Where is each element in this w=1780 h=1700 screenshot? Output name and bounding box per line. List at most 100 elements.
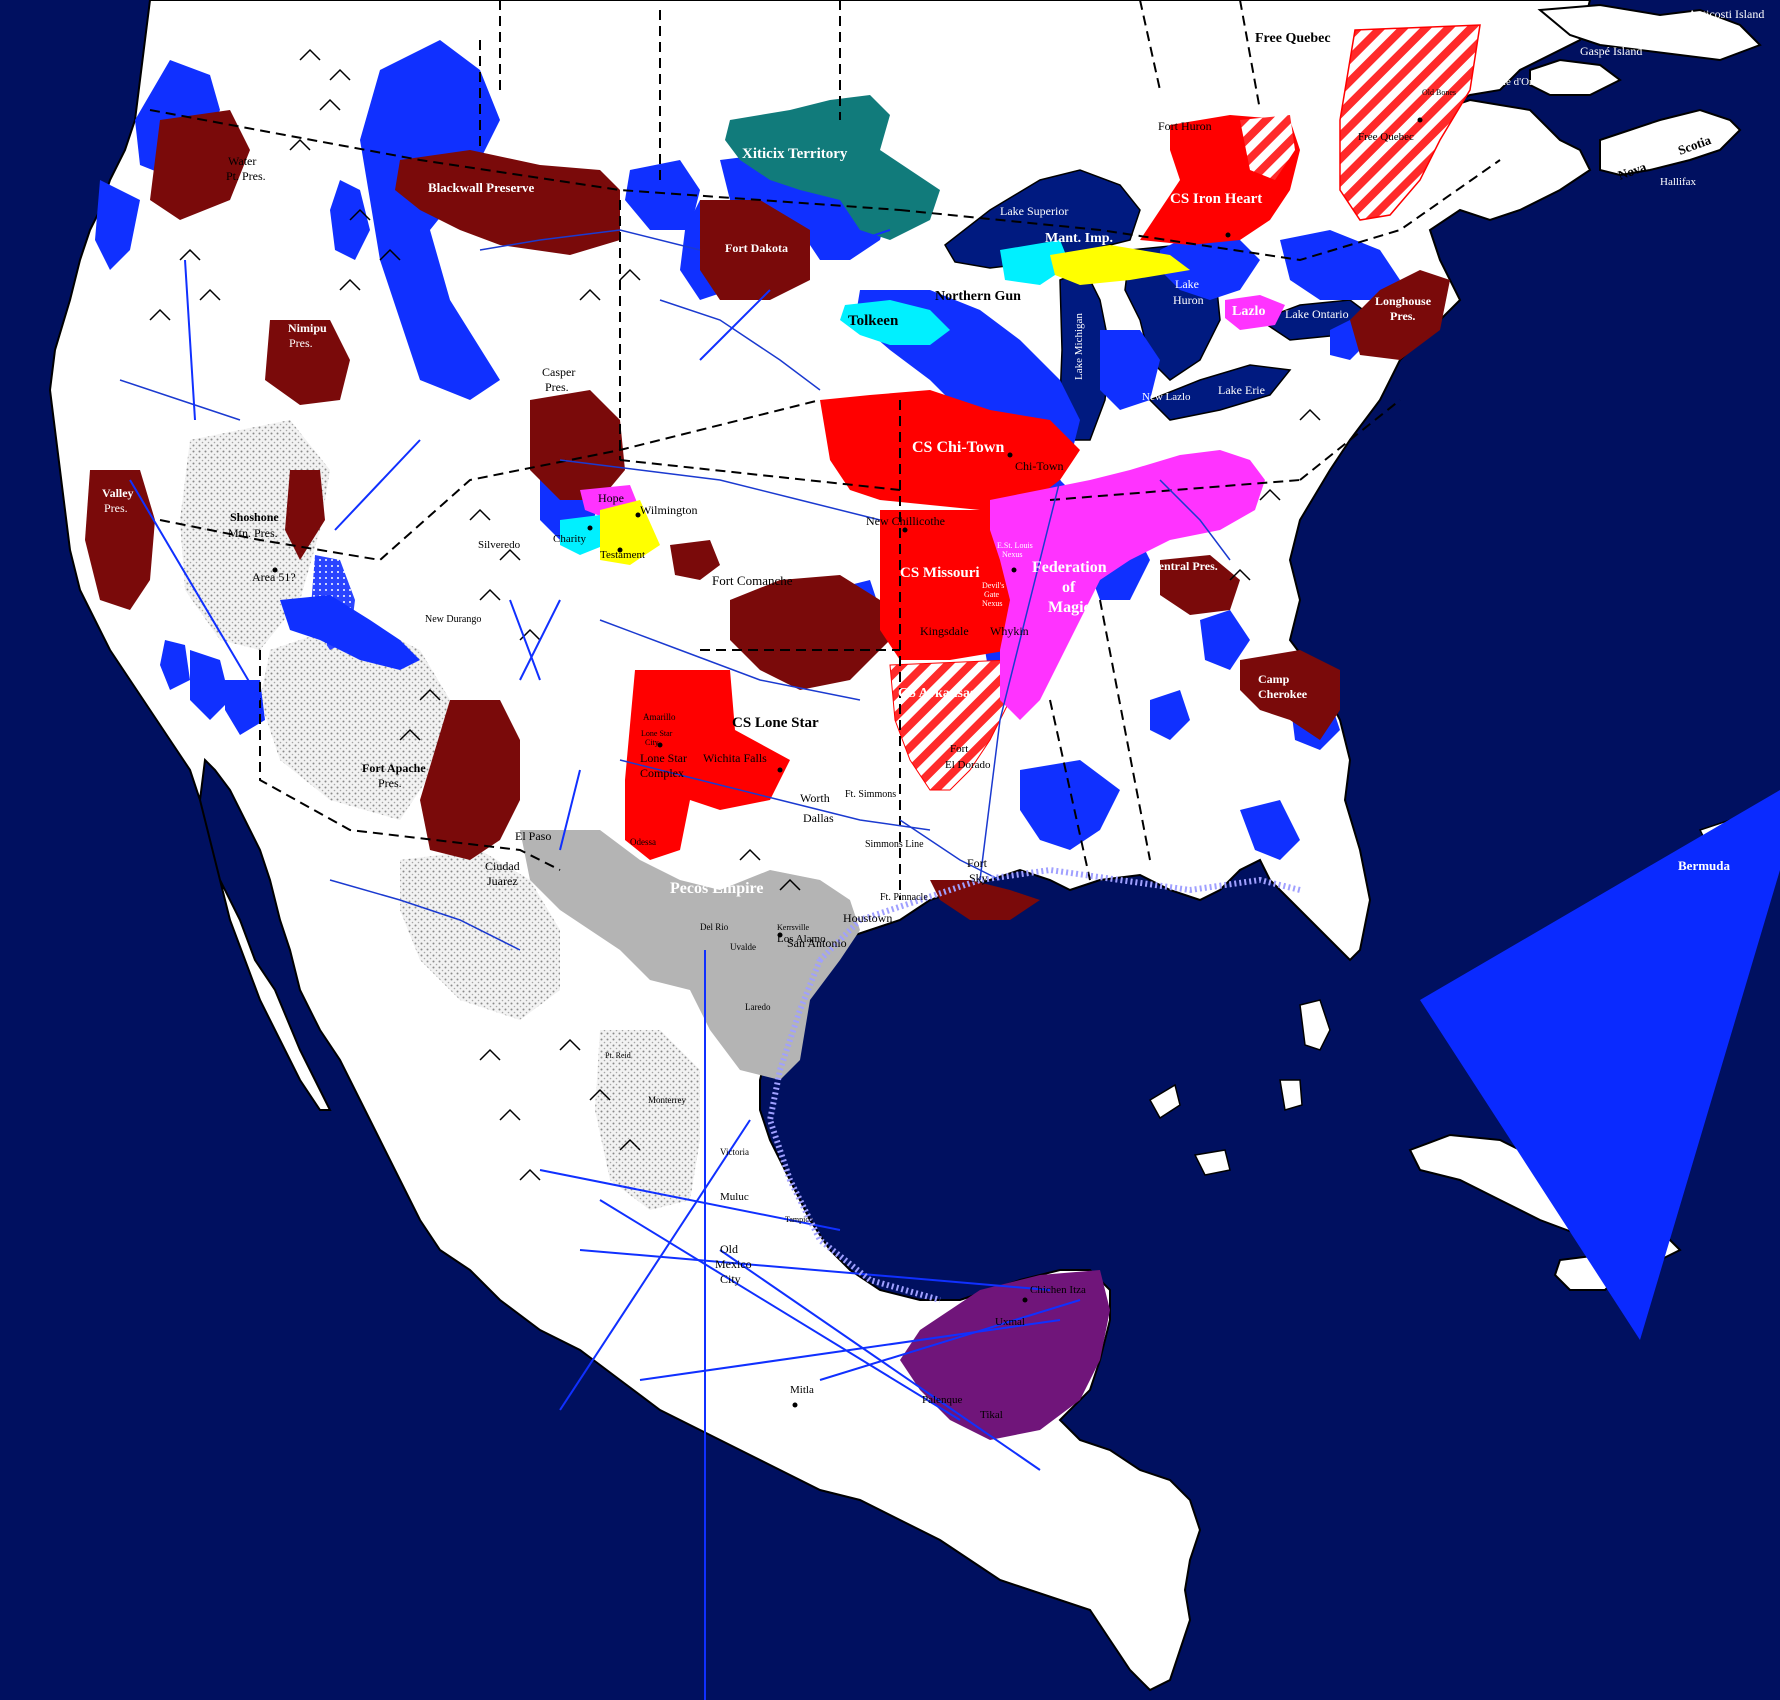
lake-michigan [1059, 269, 1111, 441]
label-camp-cherokee-1: Camp [1258, 672, 1290, 686]
label-cs-iron-heart: CS Iron Heart [1170, 191, 1262, 207]
city-markers [272, 117, 1423, 1408]
label-victoria: Victoria [720, 1147, 749, 1157]
label-lake-huron-1: Lake [1175, 277, 1199, 291]
mountain-ranges [149, 48, 1321, 1181]
label-federation-3: Magic [1048, 599, 1091, 616]
label-chi-town: Chi-Town [1015, 459, 1064, 473]
label-fort-comanche: Fort Comanche [712, 573, 793, 588]
label-nimipu-2: Pres. [289, 336, 313, 350]
label-camp-cherokee-2: Cherokee [1258, 687, 1308, 701]
label-el-paso: El Paso [515, 829, 551, 843]
label-amarillo: Amarillo [643, 712, 676, 722]
label-old-mexico-3: City [720, 1272, 741, 1286]
label-old-bones: Old Bones [1422, 88, 1456, 97]
label-lake-huron-2: Huron [1173, 293, 1204, 307]
political-borders [149, 0, 1501, 900]
label-laredo: Laredo [745, 1002, 771, 1012]
label-longhouse-2: Pres. [1390, 309, 1415, 323]
label-shoshone-1: Shoshone [230, 510, 279, 524]
label-mitla: Mitla [790, 1384, 814, 1396]
label-lone-star-complex-2: Complex [640, 766, 684, 780]
label-cs-lone-star: CS Lone Star [732, 715, 819, 731]
desert-mexico-central [595, 1030, 700, 1210]
gaspe-island-shape [1529, 58, 1622, 96]
label-kerrsville: Kerrsville [777, 923, 809, 932]
label-federation-1: Federation [1032, 559, 1107, 576]
label-fort-huron: Fort Huron [1158, 119, 1212, 133]
label-del-rio: Del Rio [700, 922, 729, 932]
label-fort-el-dorado-1: Fort [950, 743, 968, 755]
label-central-pres: Central Pres. [1150, 559, 1218, 573]
label-muluc: Muluc [720, 1191, 749, 1203]
label-mant-imp: Mant. Imp. [1045, 231, 1113, 246]
label-lazlo: Lazlo [1232, 304, 1265, 319]
label-ciudad-juarez-2: Juarez [487, 874, 518, 888]
bahamas-4 [1148, 1083, 1181, 1120]
label-lake-erie: Lake Erie [1218, 383, 1265, 397]
label-pt-reid: Pt. Reid [605, 1051, 631, 1060]
label-bermuda: Bermuda [1678, 858, 1731, 873]
label-lone-star-complex-1: Lone Star [640, 751, 687, 765]
label-los-alamo: Los Alamo [777, 933, 826, 945]
label-nimipu-1: Nimipu [288, 321, 327, 335]
label-fort-apache-2: Pres. [378, 776, 402, 790]
label-houstown: Houstown [843, 911, 892, 925]
label-ft-pinnacle: Ft. Pinnacle [880, 892, 928, 903]
testament-zone [600, 500, 660, 565]
label-tampico: Tampico [785, 1215, 813, 1224]
label-san-antonio: San Antonio [787, 936, 847, 950]
label-cs-arkansas: CS Arkansas [898, 686, 976, 701]
label-casper-2: Pres. [545, 380, 569, 394]
label-kingsdale: Kingsdale [920, 624, 969, 638]
pecos-empire-territory [520, 830, 860, 1080]
label-testament: Testament [600, 549, 645, 561]
tolkeen-zone [840, 300, 950, 345]
label-lone-star-city-2: City [645, 738, 659, 747]
label-dallas: Dallas [803, 811, 834, 825]
label-federation-2: of [1062, 579, 1076, 596]
label-valley-1: Valley [102, 486, 134, 500]
label-monterrey: Monterrey [648, 1095, 686, 1105]
gulf-shoreline [766, 866, 1301, 1303]
lazlo-zone [1225, 295, 1285, 330]
ley-lines [129, 229, 1081, 1700]
label-cs-missouri: CS Missouri [900, 565, 980, 581]
label-ft-simmons: Ft. Simmons [845, 789, 896, 800]
label-ciudad-juarez-1: Ciudad [485, 859, 520, 873]
label-fort-sky-2: Sky [969, 871, 988, 885]
label-gaspe: Gaspé Island [1580, 44, 1642, 58]
lake-superior [944, 169, 1141, 269]
desert-chihuahua [400, 850, 560, 1020]
label-lake-superior: Lake Superior [1000, 204, 1068, 218]
label-tolkeen: Tolkeen [848, 313, 899, 329]
preserves [85, 110, 1450, 920]
charity-zone [560, 515, 605, 555]
label-acapulco: Acapulco [632, 1365, 663, 1374]
label-xiticix: Xiticix Territory [742, 146, 848, 162]
label-shoshone-2: Mtn. Pres. [228, 526, 278, 540]
label-blackwall: Blackwall Preserve [428, 180, 534, 195]
label-lake-ontario: Lake Ontario [1285, 307, 1349, 321]
label-water-pres-1: Water [228, 154, 256, 168]
label-fort-dakota: Fort Dakota [725, 241, 788, 255]
label-wilmington: Wilmington [640, 503, 698, 517]
label-new-durango: New Durango [425, 614, 481, 625]
label-uxmal: Uxmal [995, 1316, 1025, 1328]
label-worth: Worth [800, 791, 830, 805]
label-wichita-falls: Wichita Falls [703, 751, 767, 765]
nova-scotia [1599, 108, 1742, 177]
mantis-empire-zone [1000, 240, 1070, 285]
label-northern-gun: Northern Gun [935, 289, 1021, 304]
label-new-chillicothe: New Chillicothe [866, 514, 945, 528]
label-pecos-empire: Pecos Empire [670, 880, 763, 897]
label-hallifax: Hallifax [1660, 176, 1697, 188]
bahamas-2 [1279, 1079, 1303, 1111]
bahamas-1 [1299, 999, 1331, 1051]
label-devils-1: Devil's [982, 581, 1004, 590]
label-whykin: Whykin [990, 624, 1029, 638]
label-palenque: Palenque [922, 1394, 962, 1406]
label-silveredo: Silveredo [478, 539, 521, 551]
label-devils-3: Nexus [982, 599, 1002, 608]
